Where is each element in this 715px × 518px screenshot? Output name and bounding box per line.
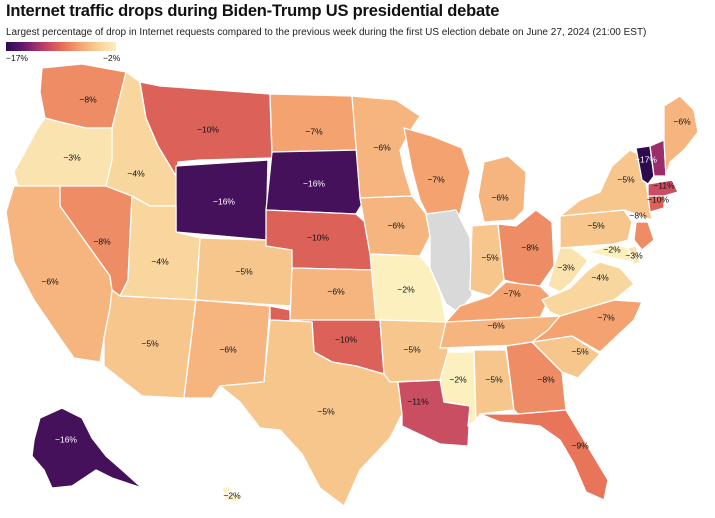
chart-title: Internet traffic drops during Biden-Trum… <box>6 2 500 20</box>
state-al[interactable] <box>473 349 515 421</box>
state-label-wv: −3% <box>557 262 575 272</box>
state-label-sc: −5% <box>571 346 589 356</box>
state-label-me: −6% <box>673 116 691 126</box>
state-nc[interactable] <box>531 299 643 353</box>
state-label-hi: −2% <box>223 490 241 500</box>
state-label-tn: −6% <box>487 320 505 330</box>
state-label-ms: −2% <box>449 374 467 384</box>
state-label-ut: −4% <box>151 256 169 266</box>
state-label-al: −5% <box>485 374 503 384</box>
state-label-wa: −8% <box>79 94 97 104</box>
state-label-ny: −5% <box>617 174 635 184</box>
state-label-wi: −7% <box>427 174 445 184</box>
state-label-va: −4% <box>591 272 609 282</box>
legend-max-label: −2% <box>103 53 121 63</box>
state-label-mn: −6% <box>373 142 391 152</box>
state-label-ok: −10% <box>335 334 357 344</box>
state-de[interactable] <box>627 245 641 265</box>
state-label-pa: −5% <box>587 220 605 230</box>
state-label-ar: −5% <box>403 344 421 354</box>
state-mi[interactable] <box>477 155 527 223</box>
chart-subtitle: Largest percentage of drop in Internet r… <box>6 27 647 38</box>
state-label-de: −3% <box>625 250 643 260</box>
state-label-id: −4% <box>127 168 145 178</box>
state-label-vt: −17% <box>635 154 657 164</box>
state-label-az: −5% <box>141 338 159 348</box>
state-label-ne: −10% <box>307 232 329 242</box>
state-nj[interactable] <box>633 221 655 251</box>
state-label-sd: −16% <box>303 178 325 188</box>
state-label-ia: −6% <box>387 220 405 230</box>
state-label-oh: −8% <box>521 242 539 252</box>
state-label-nd: −7% <box>305 126 323 136</box>
state-label-wy: −16% <box>213 196 235 206</box>
state-fl[interactable] <box>479 409 609 501</box>
legend-min-label: −17% <box>6 53 28 63</box>
state-label-in: −5% <box>481 252 499 262</box>
state-me[interactable] <box>663 95 699 177</box>
state-label-ga: −8% <box>537 374 555 384</box>
state-label-ks: −6% <box>327 286 345 296</box>
state-nd[interactable] <box>269 93 361 153</box>
state-label-nj: −8% <box>629 210 647 220</box>
state-va[interactable] <box>541 261 635 317</box>
state-label-mi: −6% <box>491 192 509 202</box>
state-label-ma: −11% <box>653 180 675 190</box>
state-mt[interactable] <box>139 81 273 177</box>
state-label-nc: −7% <box>597 312 615 322</box>
state-vt[interactable] <box>635 145 655 185</box>
state-ak[interactable] <box>31 407 143 489</box>
state-label-co: −5% <box>235 266 253 276</box>
state-label-mt: −10% <box>197 124 219 134</box>
state-label-ca: −6% <box>41 276 59 286</box>
state-label-nv: −8% <box>93 236 111 246</box>
state-label-mo: −2% <box>397 284 415 294</box>
state-label-ky: −7% <box>503 288 521 298</box>
state-hi[interactable] <box>221 485 243 503</box>
state-label-fl: −9% <box>571 440 589 450</box>
state-label-tx: −5% <box>317 406 335 416</box>
state-label-nm: −6% <box>219 344 237 354</box>
state-label-or: −3% <box>63 152 81 162</box>
state-label-la: −11% <box>407 396 429 406</box>
state-wi[interactable] <box>403 127 471 217</box>
state-label-md: −2% <box>603 244 621 254</box>
state-ma[interactable] <box>647 179 679 197</box>
state-tx[interactable] <box>219 319 403 507</box>
state-sd[interactable] <box>265 149 363 215</box>
state-label-ct: −10% <box>647 194 669 204</box>
legend-gradient-bar <box>6 42 116 51</box>
state-label-ak: −16% <box>55 434 77 444</box>
state-in[interactable] <box>469 223 505 297</box>
